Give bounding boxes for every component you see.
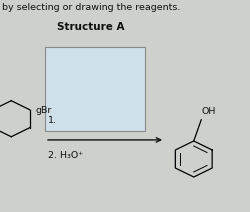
Text: 2. H₃O⁺: 2. H₃O⁺	[48, 151, 83, 159]
Text: gBr: gBr	[35, 106, 51, 115]
Text: Structure A: Structure A	[58, 22, 125, 32]
Text: 1.: 1.	[48, 116, 56, 125]
Text: OH: OH	[201, 107, 216, 116]
Text: by selecting or drawing the reagents.: by selecting or drawing the reagents.	[2, 3, 181, 12]
Bar	[45, 47, 145, 131]
